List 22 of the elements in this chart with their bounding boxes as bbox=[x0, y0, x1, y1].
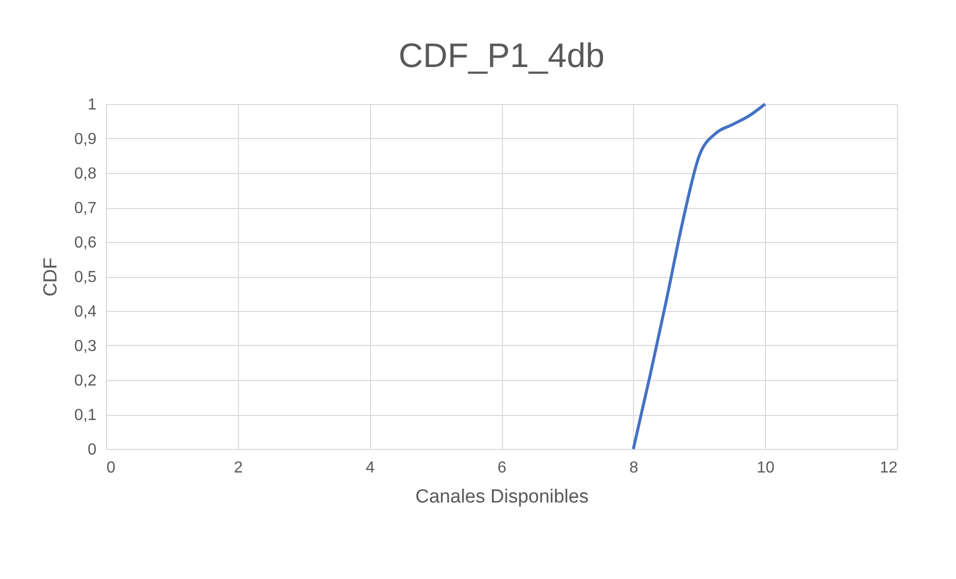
x-tick-label: 2 bbox=[234, 460, 243, 476]
y-tick-label: 0,1 bbox=[74, 407, 97, 424]
y-tick-label: 0,9 bbox=[74, 131, 97, 148]
y-tick-label: 0,4 bbox=[74, 304, 97, 320]
y-tick-label: 0,6 bbox=[74, 234, 97, 252]
y-tick-label: 0 bbox=[88, 442, 97, 458]
y-tick-label: 0,8 bbox=[74, 166, 97, 182]
y-tick-label: 0,3 bbox=[74, 338, 97, 355]
chart-title: CDF_P1_4db bbox=[398, 37, 605, 75]
y-tick-label: 0,5 bbox=[74, 269, 97, 286]
y-axis-title: CDF bbox=[40, 257, 62, 297]
y-tick-label: 0,2 bbox=[74, 372, 97, 390]
y-tick-label: 1 bbox=[88, 96, 97, 114]
y-tick-label: 0,7 bbox=[74, 200, 97, 217]
x-axis-title: Canales Disponibles bbox=[415, 486, 589, 508]
x-tick-label: 8 bbox=[629, 460, 638, 476]
x-tick-label: 6 bbox=[498, 460, 507, 476]
x-tick-label: 4 bbox=[366, 460, 375, 476]
x-tick-label: 12 bbox=[880, 460, 898, 476]
line-series bbox=[632, 102, 767, 450]
x-tick-label: 0 bbox=[106, 460, 116, 476]
x-tick-label: 10 bbox=[756, 460, 775, 476]
